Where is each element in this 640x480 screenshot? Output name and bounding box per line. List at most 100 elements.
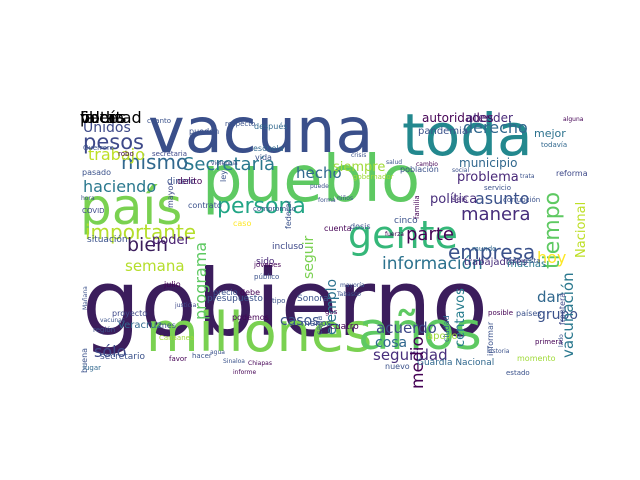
word: semana: [125, 257, 185, 275]
word: gobierno: [82, 250, 489, 357]
word: jóvenes: [254, 261, 282, 269]
word: compromiso: [253, 205, 297, 213]
word: sido: [256, 257, 275, 267]
word: haciendo: [83, 177, 157, 196]
word: cosa: [375, 335, 408, 351]
word: mayor: [166, 182, 175, 208]
word: historia: [487, 348, 510, 355]
word: posible: [488, 309, 514, 317]
word: debe: [240, 288, 260, 297]
word: seis: [452, 195, 468, 204]
word: primera: [535, 338, 563, 346]
word: trata: [520, 173, 535, 180]
word: informe: [233, 369, 257, 376]
word: seguir: [301, 235, 317, 279]
word: Unidos: [83, 120, 131, 136]
word: persona: [217, 194, 306, 219]
word: poder: [152, 233, 190, 248]
word: cuenta: [324, 224, 352, 233]
word: gente: [348, 213, 458, 257]
word: corrupción: [503, 196, 541, 204]
word: empresa: [448, 240, 536, 264]
word: todavía: [541, 141, 568, 149]
word: forma: [318, 197, 336, 204]
word: alguna: [563, 116, 584, 123]
word: trabajo: [88, 145, 145, 164]
word: después: [254, 122, 288, 131]
word: veces: [80, 108, 127, 127]
word: importante: [85, 220, 197, 244]
word: pueden: [189, 127, 220, 136]
word: mejor: [534, 127, 566, 140]
word: escuela: [253, 144, 284, 153]
word: trabajadores: [464, 257, 528, 268]
word: contrato: [188, 201, 222, 210]
word: apoyo: [427, 331, 458, 342]
word: Sonora: [297, 294, 329, 304]
word: gas: [325, 308, 338, 316]
word: manera: [461, 204, 531, 225]
word: público: [254, 273, 280, 281]
word: justicia: [175, 302, 197, 309]
word: ley: [219, 170, 228, 182]
word: Nacional: [574, 201, 589, 258]
word: política: [430, 192, 478, 207]
word: momento: [517, 354, 556, 363]
word: julio: [164, 280, 181, 289]
word: falta: [80, 108, 116, 127]
word: familia: [413, 195, 421, 219]
word: incluso: [272, 242, 304, 252]
word: servicio: [484, 184, 511, 192]
word: autoridades: [422, 111, 494, 125]
word: Sinaloa: [223, 358, 245, 365]
word: Secretaría: [183, 154, 275, 175]
word: vida: [255, 153, 272, 162]
word: respecto: [225, 120, 256, 128]
word: dinero: [167, 177, 196, 187]
word: presupuesto: [207, 294, 263, 304]
word: gobernador: [353, 173, 394, 181]
word: agua: [210, 349, 225, 356]
word: vacuna: [148, 94, 374, 167]
word: cuanto: [147, 117, 172, 125]
word: asunto: [475, 189, 530, 208]
word: COVID: [82, 207, 105, 215]
word: muchas: [507, 259, 547, 270]
word: pandemia: [418, 126, 468, 137]
word: frontera: [558, 292, 567, 325]
word: millones: [146, 301, 373, 364]
word: bien: [127, 234, 169, 256]
word: mismo: [121, 150, 189, 174]
word: lugar: [83, 364, 101, 372]
word: pesos: [83, 130, 144, 154]
word: Chiapas: [248, 360, 272, 367]
word: robo: [118, 150, 134, 158]
word: situación: [87, 235, 128, 245]
word: atender: [466, 111, 513, 125]
word: acuerdo: [376, 319, 437, 337]
word: Mañana: [82, 286, 89, 310]
word-cloud-panel: gobierno vacuna pueblo país toda gente m…: [80, 100, 589, 389]
word: crisis: [351, 152, 367, 159]
word: niños: [337, 195, 354, 202]
word: violencia: [211, 160, 238, 167]
word: lado: [558, 334, 565, 347]
word: problema: [457, 170, 519, 185]
word: países: [516, 309, 542, 318]
word: información: [382, 254, 483, 274]
word: tipo: [272, 297, 286, 305]
word: secretario: [100, 352, 145, 362]
word: social: [452, 167, 470, 174]
word: caso: [233, 219, 252, 228]
word: población: [400, 165, 439, 174]
word: sólo: [94, 342, 127, 361]
word: casos: [280, 313, 320, 329]
word: dosis: [350, 222, 371, 231]
word: proyecto: [112, 309, 148, 318]
word: Guardia Nacional: [417, 358, 495, 368]
word: menos: [301, 319, 332, 329]
word: cambio: [416, 161, 438, 168]
word: fuerza: [385, 231, 404, 238]
word: nuevo: [385, 362, 410, 371]
